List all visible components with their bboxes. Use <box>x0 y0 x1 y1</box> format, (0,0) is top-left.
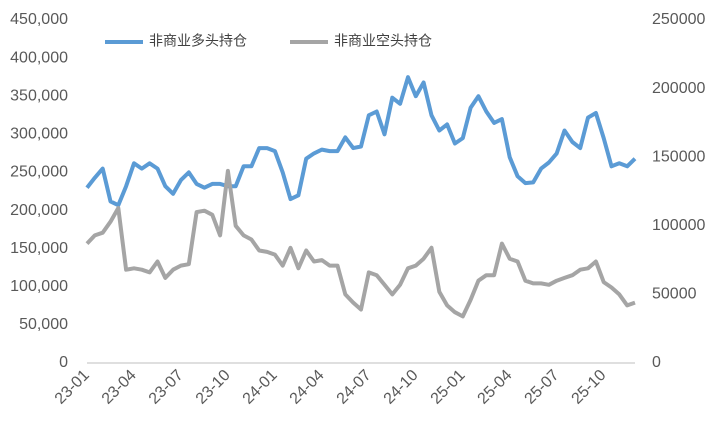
x-tick-label: 23-07 <box>146 367 187 408</box>
y-tick-label: 450,000 <box>10 11 68 28</box>
y-tick-label: 150,000 <box>10 240 68 257</box>
y2-tick-label: 150000 <box>652 148 705 165</box>
series-line <box>85 168 636 319</box>
x-tick-label: 23-04 <box>99 367 140 408</box>
y-tick-label: 300,000 <box>10 126 68 143</box>
y-tick-label: 350,000 <box>10 87 68 104</box>
legend-label: 非商业多头持仓 <box>149 33 247 49</box>
y-tick-label: 200,000 <box>10 202 68 219</box>
x-tick-label: 23-10 <box>193 367 234 408</box>
y2-tick-label: 250000 <box>652 11 705 28</box>
x-tick-label: 24-01 <box>240 367 281 408</box>
x-tick-label: 25-01 <box>428 367 469 408</box>
y-tick-label: 0 <box>59 354 68 371</box>
y-tick-label: 100,000 <box>10 278 68 295</box>
x-tick-label: 25-10 <box>569 367 610 408</box>
x-tick-label: 24-10 <box>381 367 422 408</box>
y-tick-label: 250,000 <box>10 164 68 181</box>
y2-tick-label: 50000 <box>652 286 697 303</box>
x-tick-label: 25-04 <box>475 367 516 408</box>
y-tick-label: 400,000 <box>10 49 68 66</box>
y-tick-label: 50,000 <box>19 316 68 333</box>
series-line <box>85 75 637 208</box>
x-tick-label: 24-07 <box>334 367 375 408</box>
legend-label: 非商业空头持仓 <box>334 33 432 49</box>
y2-tick-label: 0 <box>652 354 661 371</box>
y2-tick-label: 200000 <box>652 80 705 97</box>
x-tick-label: 24-04 <box>287 367 328 408</box>
x-tick-label: 23-01 <box>52 367 93 408</box>
y2-tick-label: 100000 <box>652 217 705 234</box>
x-tick-label: 25-07 <box>522 367 563 408</box>
